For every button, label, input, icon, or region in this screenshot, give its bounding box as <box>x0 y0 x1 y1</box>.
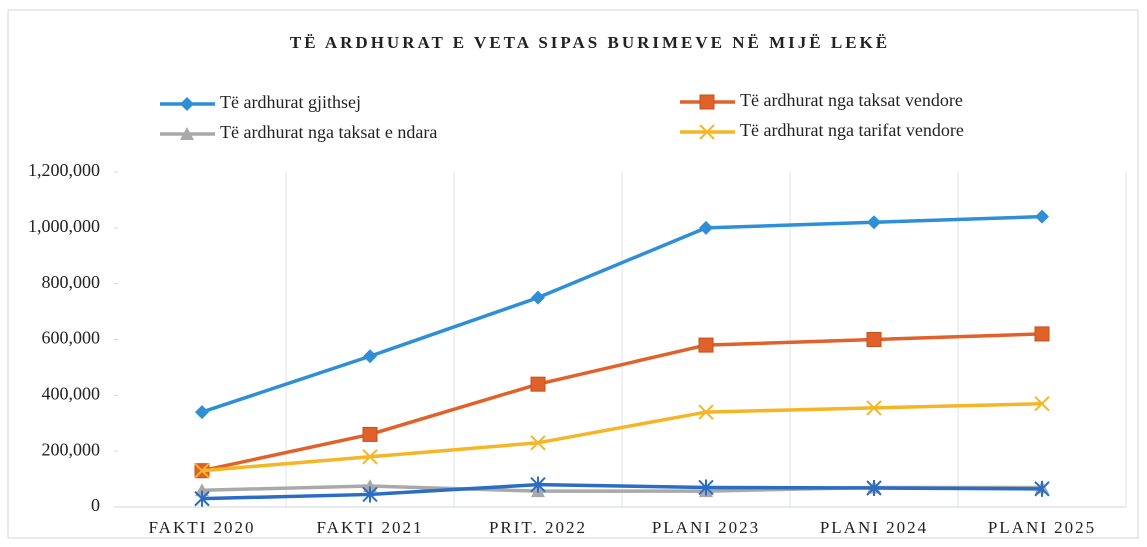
marker <box>531 290 545 305</box>
marker <box>699 94 715 110</box>
marker <box>698 337 714 353</box>
marker <box>362 449 378 465</box>
x-tick-label: PLANI 2023 <box>652 518 760 537</box>
marker <box>195 405 209 420</box>
y-tick-label: 400,000 <box>42 383 101 403</box>
legend-label: Të ardhurat nga taksat vendore <box>740 90 963 110</box>
y-tick-label: 0 <box>91 495 100 515</box>
series-line <box>201 401 1043 473</box>
legend-label: Të ardhurat nga tarifat vendore <box>740 120 964 140</box>
y-tick-label: 800,000 <box>42 272 101 292</box>
marker <box>362 486 378 503</box>
marker <box>180 127 194 140</box>
legend-label: Të ardhurat nga taksat e ndara <box>220 122 437 142</box>
series-line <box>201 482 1043 501</box>
marker <box>362 426 378 442</box>
marker <box>699 220 713 235</box>
marker <box>698 404 714 420</box>
marker <box>194 463 210 479</box>
y-tick-label: 600,000 <box>42 328 101 348</box>
y-tick-label: 1,000,000 <box>28 216 100 236</box>
marker <box>698 479 714 496</box>
y-tick-label: 200,000 <box>42 439 101 459</box>
marker <box>180 97 194 111</box>
chart-title: TË ARDHURAT E VETA SIPAS BURIMEVE NË MIJ… <box>290 33 890 52</box>
series-line <box>201 332 1043 473</box>
marker <box>1034 326 1050 342</box>
chart-border <box>7 9 1139 539</box>
marker <box>363 479 377 493</box>
marker <box>530 435 546 451</box>
marker <box>867 215 881 230</box>
marker <box>530 376 546 392</box>
marker <box>866 332 882 347</box>
marker <box>1035 209 1049 224</box>
y-tick-label: 1,200,000 <box>28 160 100 180</box>
marker <box>195 483 209 497</box>
marker <box>1034 396 1050 412</box>
x-tick-label: PRIT. 2022 <box>489 518 587 537</box>
marker <box>1034 480 1050 497</box>
x-tick-label: PLANI 2024 <box>820 518 928 537</box>
legend-label: Të ardhurat gjithsej <box>220 92 361 112</box>
marker <box>194 490 210 507</box>
marker <box>363 349 377 364</box>
x-tick-label: FAKTI 2021 <box>316 518 423 537</box>
x-tick-label: FAKTI 2020 <box>148 518 255 537</box>
marker <box>866 400 882 416</box>
x-tick-label: PLANI 2025 <box>988 518 1096 537</box>
marker <box>866 480 882 497</box>
series-line <box>201 214 1043 414</box>
marker <box>699 124 715 140</box>
marker <box>530 476 546 493</box>
